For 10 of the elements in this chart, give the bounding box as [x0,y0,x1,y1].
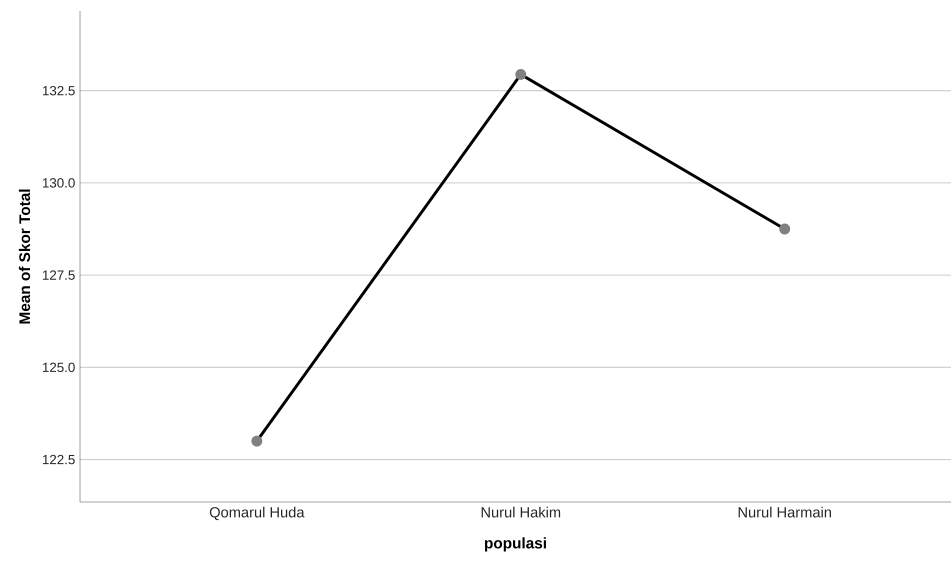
y-tick-label: 132.5 [42,86,75,96]
y-tick-label: 125.0 [42,362,75,372]
y-axis-title: Mean of Skor Total [18,190,30,324]
y-tick-label: 130.0 [42,178,75,188]
x-tick-label: Qomarul Huda [210,506,304,520]
x-tick-label: Nurul Harmain [738,506,831,518]
x-tick-label: Nurul Hakim [482,506,560,518]
y-tick-label: 127.5 [42,270,75,280]
x-axis-title: populasi [484,537,546,552]
y-tick-label: 122.5 [42,454,75,464]
